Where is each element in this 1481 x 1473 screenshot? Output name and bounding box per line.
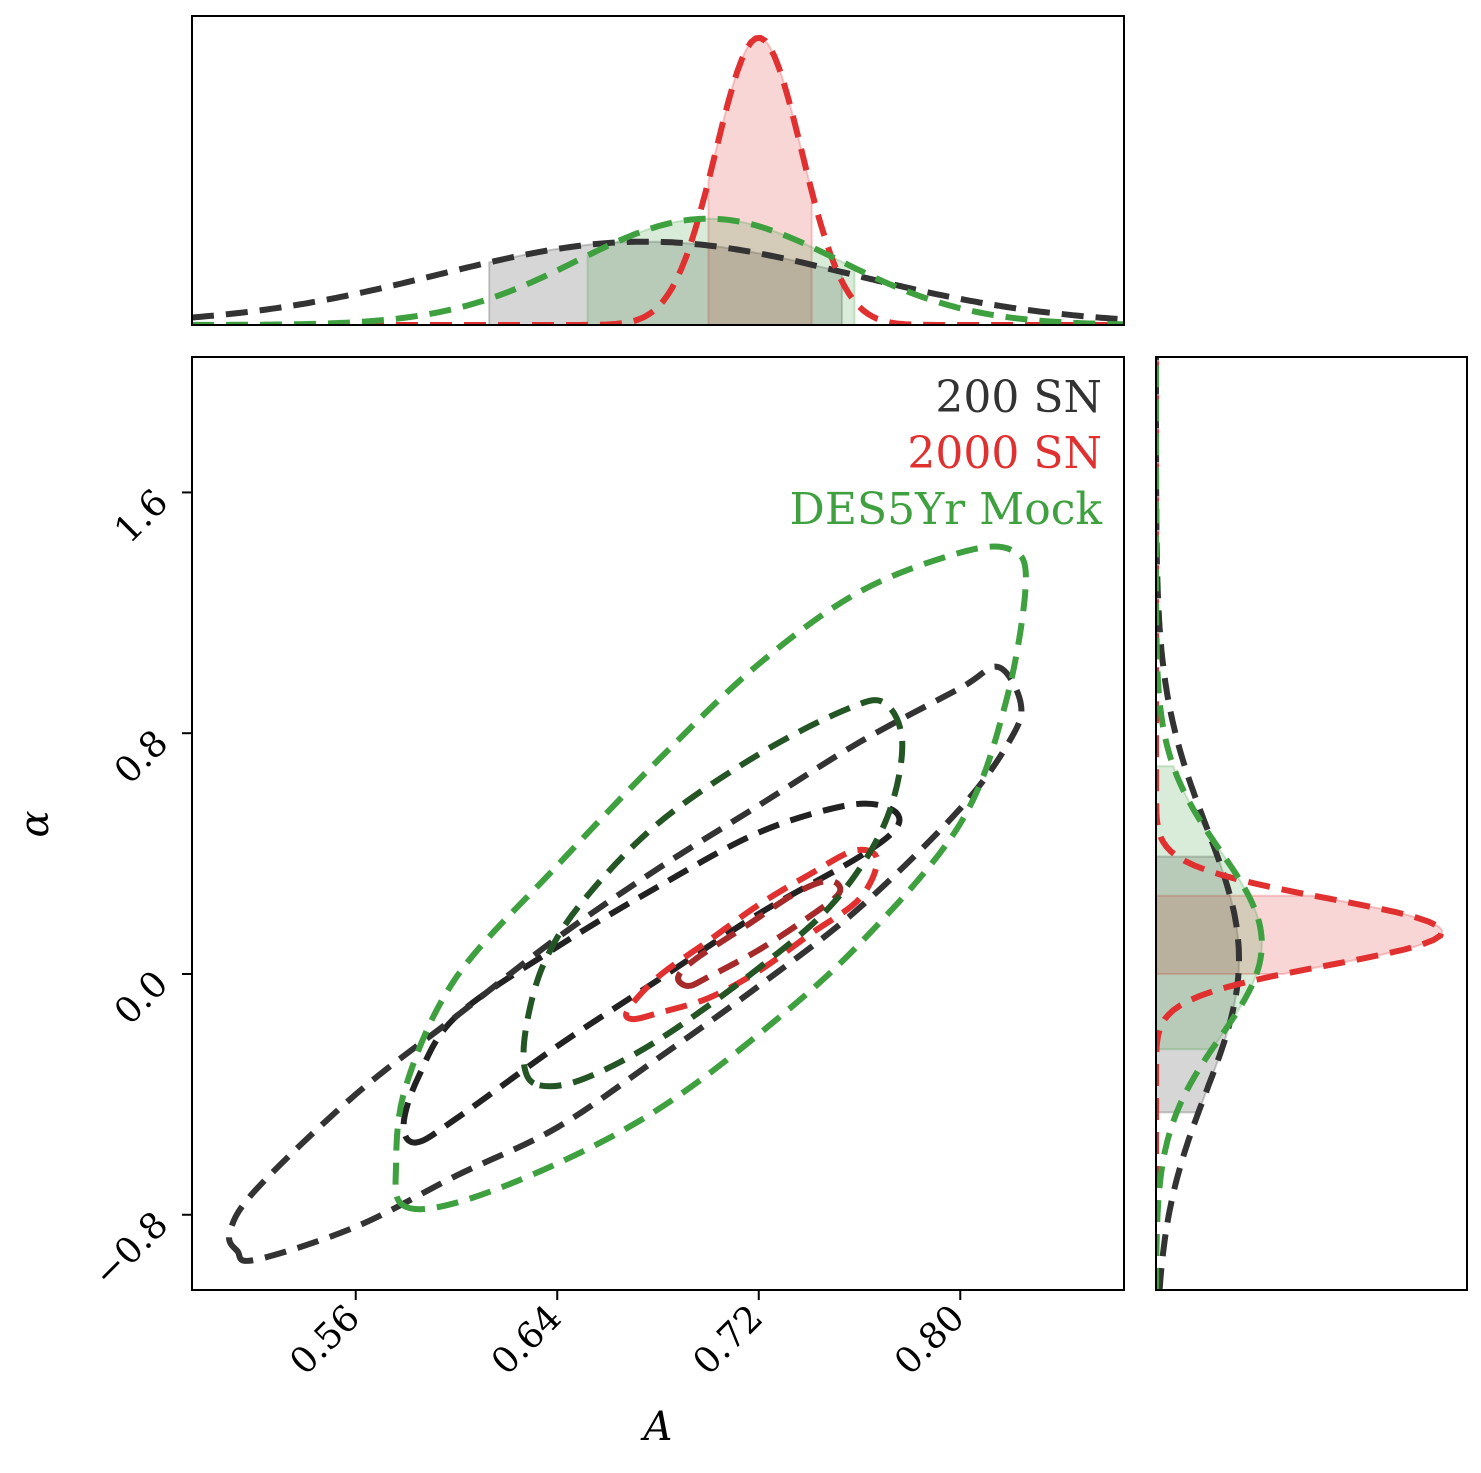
x-tick-label: 0.72 — [685, 1297, 771, 1383]
legend-entry-des5yr-mock: DES5Yr Mock — [790, 484, 1103, 535]
y-tick-label: 1.6 — [107, 482, 176, 551]
marginal-A-panel — [191, 15, 1125, 326]
x-axis-label: A — [640, 1404, 673, 1450]
y-tick-label: 0.0 — [107, 963, 176, 1032]
contour-1sigma-200-sn — [400, 800, 903, 1146]
y-tick-label: 0.8 — [107, 723, 176, 792]
x-axis-ticks: 0.56 0.64 0.72 0.80 — [282, 1290, 973, 1383]
y-axis-label: α — [12, 810, 58, 837]
marginal-A-curve-200-sn — [192, 238, 1124, 323]
marginal-alpha-panel — [1155, 356, 1468, 1291]
contour-1sigma-des5yr-mock — [520, 697, 906, 1090]
x-tick-label: 0.64 — [484, 1297, 570, 1383]
marginal-alpha-band-des5yr-mock — [1156, 765, 1263, 1051]
marginal-alpha-curve-des5yr-mock — [1156, 357, 1265, 1290]
contour-2sigma-200-sn — [226, 663, 1025, 1264]
marginal-alpha-curve-2000-sn — [1156, 357, 1446, 1290]
y-tick-label: −0.8 — [86, 1204, 177, 1295]
y-axis-ticks: −0.8 0.0 0.8 1.6 — [86, 482, 192, 1295]
joint-frame — [191, 356, 1125, 1291]
legend-entry-200-sn: 200 SN — [935, 372, 1102, 423]
x-tick-label: 0.56 — [282, 1297, 368, 1383]
marginal-A-frame — [191, 15, 1125, 326]
marginal-A-curve-des5yr-mock — [192, 215, 1124, 325]
marginal-alpha-frame — [1155, 356, 1468, 1291]
x-tick-label: 0.80 — [887, 1297, 973, 1383]
joint-panel: 0.56 0.64 0.72 0.80 −0.8 0.0 0.8 1.6 200 SN200… — [86, 356, 1125, 1383]
contour-2sigma-des5yr-mock — [392, 543, 1029, 1213]
legend-entry-2000-sn: 2000 SN — [907, 428, 1102, 479]
